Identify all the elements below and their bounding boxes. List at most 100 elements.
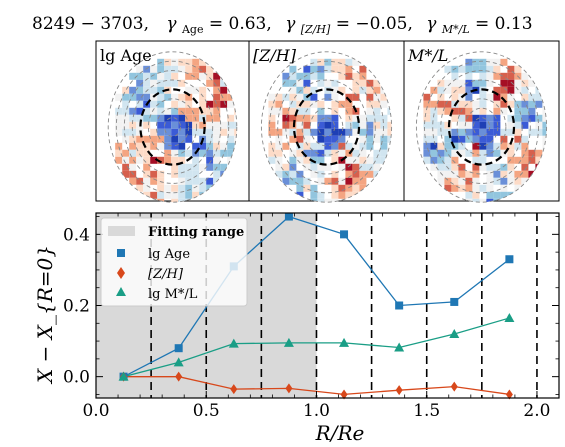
map-pixel bbox=[331, 156, 339, 164]
map-pixel bbox=[275, 107, 283, 115]
map-ring bbox=[107, 51, 238, 203]
map-pixel bbox=[303, 135, 311, 143]
map-pixel bbox=[185, 177, 193, 185]
map-pixel bbox=[310, 114, 318, 122]
map-pixel bbox=[213, 100, 221, 108]
map-pixel bbox=[192, 107, 200, 115]
map-pixel bbox=[268, 121, 276, 129]
map-pixel bbox=[143, 184, 151, 192]
map-pixel bbox=[507, 65, 515, 73]
map-pixel bbox=[136, 184, 144, 192]
map-pixel bbox=[185, 170, 193, 178]
map-pixel bbox=[486, 163, 494, 171]
series-markers bbox=[118, 212, 515, 400]
map-pixel bbox=[143, 156, 151, 164]
map-pixel bbox=[345, 93, 353, 101]
map-pixel bbox=[206, 177, 214, 185]
map-pixel bbox=[458, 79, 466, 87]
map-pixel bbox=[500, 107, 508, 115]
map-pixel bbox=[206, 128, 214, 136]
map-effective-radius-ring bbox=[292, 88, 361, 166]
map-pixel bbox=[507, 177, 515, 185]
map-pixel bbox=[366, 93, 374, 101]
map-pixel bbox=[206, 163, 214, 171]
map-pixel bbox=[359, 177, 367, 185]
map-pixel bbox=[143, 65, 151, 73]
map-pixel bbox=[345, 58, 353, 66]
map-pixel bbox=[338, 184, 346, 192]
map-pixel bbox=[296, 184, 304, 192]
map-pixel bbox=[199, 100, 207, 108]
map-pixel bbox=[507, 86, 515, 94]
map-pixel bbox=[451, 79, 459, 87]
map-pixel bbox=[345, 100, 353, 108]
map-pixel bbox=[472, 184, 480, 192]
map-pixel bbox=[493, 107, 501, 115]
map-pixel bbox=[528, 128, 536, 136]
map-pixel bbox=[331, 93, 339, 101]
map-pixel bbox=[500, 184, 508, 192]
map-pixel bbox=[296, 128, 304, 136]
map-pixel bbox=[451, 128, 459, 136]
legend: Fitting range lg Age [Z/H] lg M*/L bbox=[100, 217, 248, 307]
map-pixel bbox=[324, 121, 332, 129]
map-pixel bbox=[185, 191, 193, 199]
map-pixel bbox=[451, 184, 459, 192]
map-pixel bbox=[338, 65, 346, 73]
map-pixel bbox=[206, 142, 214, 150]
map-pixel bbox=[136, 114, 144, 122]
map-pixel bbox=[444, 128, 452, 136]
map-pixel bbox=[493, 191, 501, 199]
map-pixel bbox=[129, 170, 137, 178]
map-pixel bbox=[380, 128, 388, 136]
map-pixel bbox=[366, 156, 374, 164]
map-pixel bbox=[157, 86, 165, 94]
series-line bbox=[123, 215, 510, 378]
map-pixel bbox=[164, 65, 172, 73]
map-pixel bbox=[122, 100, 130, 108]
map-pixel bbox=[206, 184, 214, 192]
map-pixel bbox=[303, 163, 311, 171]
map-pixel bbox=[303, 184, 311, 192]
map-pixel bbox=[479, 79, 487, 87]
map-pixel bbox=[451, 149, 459, 157]
map-pixel bbox=[458, 100, 466, 108]
map-pixel bbox=[143, 170, 151, 178]
map-pixel bbox=[178, 163, 186, 171]
map-pixel bbox=[213, 114, 221, 122]
map-pixel bbox=[486, 170, 494, 178]
map-pixel bbox=[423, 156, 431, 164]
map-pixel bbox=[507, 121, 515, 129]
map-pixel bbox=[234, 121, 237, 129]
map-pixel bbox=[521, 107, 529, 115]
map-pixel bbox=[535, 156, 543, 164]
map-pixel bbox=[150, 107, 158, 115]
map-pixel bbox=[423, 121, 431, 129]
map-pixel bbox=[486, 184, 494, 192]
map-pixel bbox=[317, 156, 325, 164]
map-pixel bbox=[521, 86, 529, 94]
map-pixel bbox=[289, 121, 297, 129]
map-pixel bbox=[178, 114, 186, 122]
map-pixel bbox=[289, 177, 297, 185]
map-pixel bbox=[150, 156, 158, 164]
map-pixel bbox=[514, 100, 522, 108]
map-pixel bbox=[220, 100, 228, 108]
map-pixel bbox=[317, 191, 325, 199]
map-pixel bbox=[458, 114, 466, 122]
map-pixel bbox=[303, 100, 311, 108]
map-pixel bbox=[331, 114, 339, 122]
map-pixel bbox=[213, 79, 221, 87]
map-pixel bbox=[164, 72, 172, 80]
map-pixel bbox=[171, 128, 179, 136]
map-pixel bbox=[493, 170, 501, 178]
map-pixel bbox=[324, 79, 332, 87]
map-pixel bbox=[296, 86, 304, 94]
map-pixel bbox=[136, 142, 144, 150]
map-pixel bbox=[458, 142, 466, 150]
map-pixel bbox=[143, 149, 151, 157]
map-pixel bbox=[437, 170, 445, 178]
map-ring bbox=[424, 60, 539, 194]
data-point bbox=[118, 371, 129, 381]
map-pixel bbox=[444, 79, 452, 87]
